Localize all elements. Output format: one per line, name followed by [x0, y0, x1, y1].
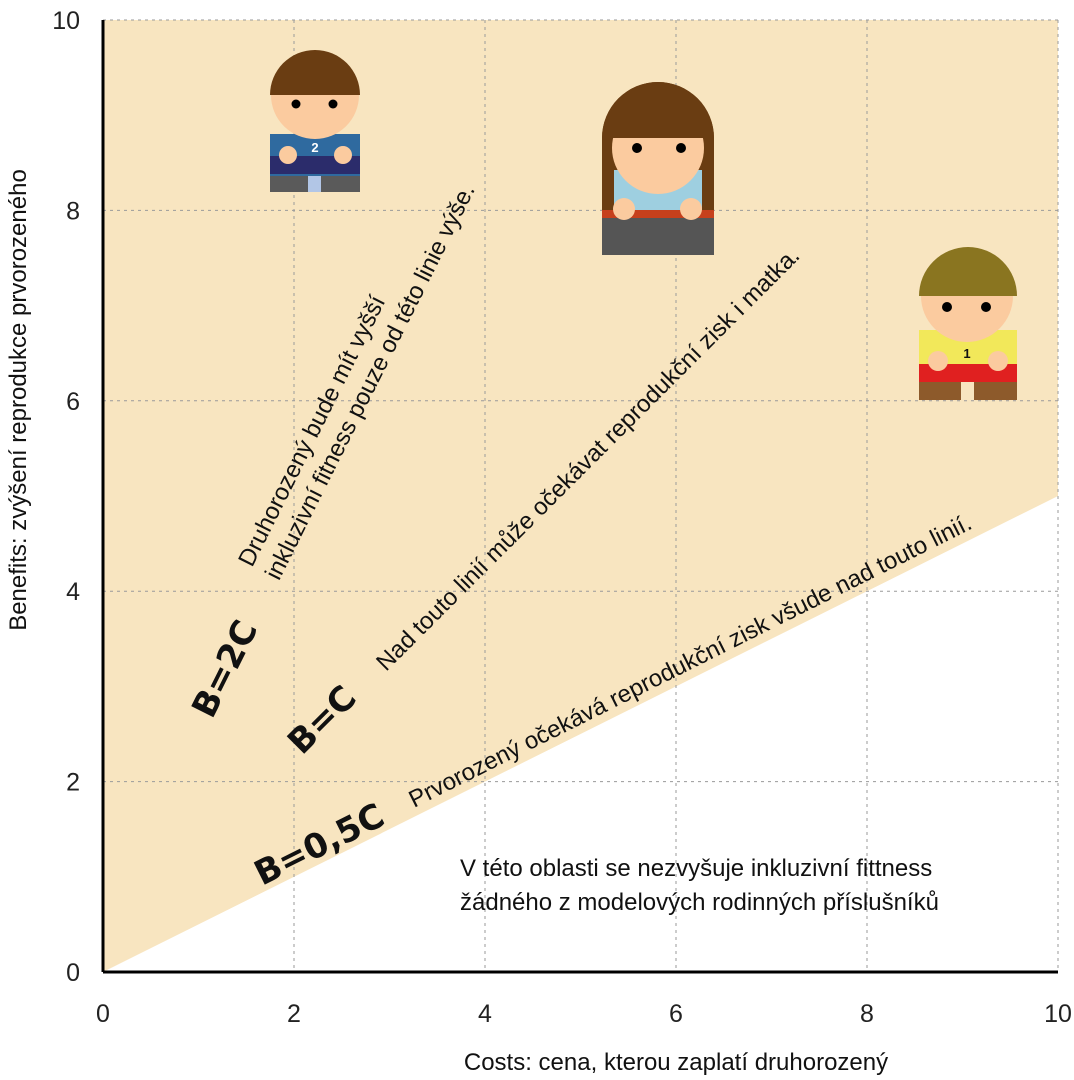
mother-figure-icon: [602, 82, 714, 255]
y-tick-label: 0: [66, 959, 80, 987]
chart-grid: [103, 19, 1059, 972]
y-tick-label: 2: [66, 769, 80, 797]
x-tick-label: 2: [287, 1000, 301, 1028]
svg-text:1: 1: [963, 346, 970, 361]
x-tick-label: 6: [669, 1000, 683, 1028]
x-tick-label: 8: [860, 1000, 874, 1028]
note-line-1: V této oblasti se nezvyšuje inkluzivní f…: [460, 855, 932, 882]
second-born-figure-icon: 2: [270, 50, 360, 192]
note-line-2: žádného z modelových rodinných příslušní…: [460, 889, 939, 916]
x-axis-label: Costs: cena, kterou zaplatí druhorozený: [464, 1049, 888, 1076]
y-tick-label: 6: [66, 388, 80, 416]
x-tick-label: 10: [1044, 1000, 1072, 1028]
first-born-figure-icon: 1: [919, 247, 1017, 400]
chart-regions: [103, 20, 1058, 972]
x-tick-label: 4: [478, 1000, 492, 1028]
chart-ticks: 0 2 4 6 8 10 0 2 4 6 8 10: [52, 7, 1072, 1028]
y-tick-label: 4: [66, 578, 80, 606]
region-b-0-5c: [103, 20, 1058, 972]
x-tick-label: 0: [96, 1000, 110, 1028]
svg-text:2: 2: [311, 140, 318, 155]
y-tick-label: 10: [52, 7, 80, 35]
y-tick-label: 8: [66, 197, 80, 225]
y-axis-label: Benefits: zvýšení reprodukce prvorozenéh…: [5, 169, 32, 631]
chart-axes: [101, 20, 1058, 974]
